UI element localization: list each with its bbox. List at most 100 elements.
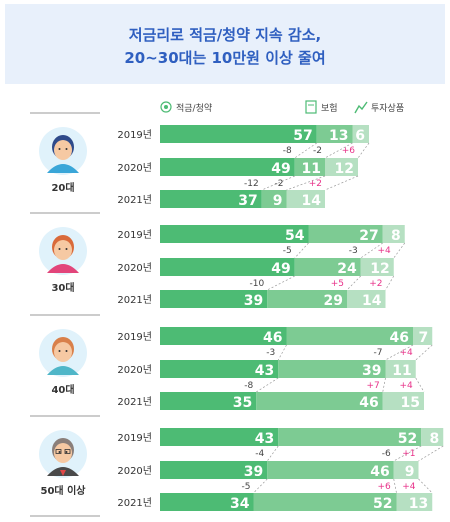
bar-row: 2021년 39 29 14: [117, 290, 386, 309]
bar-value: 24: [337, 261, 357, 277]
year-label: 2019년: [117, 432, 152, 444]
young-woman-avatar-shirt: [47, 264, 79, 273]
bar-row: 2019년 46 46 7: [117, 327, 433, 346]
change-value: +6: [377, 482, 391, 492]
bar-value: 54: [285, 228, 305, 244]
year-label: 2020년: [117, 465, 152, 477]
bar-row: 2020년 39 46 9: [117, 461, 419, 480]
bar-row: 2020년 49 24 12: [117, 258, 394, 277]
change-connector: [294, 142, 317, 159]
bar-segment: [160, 190, 262, 208]
change-connector: [382, 377, 386, 393]
legend-label: 적금/청약: [176, 102, 212, 114]
bar-segment: [278, 428, 422, 446]
change-connector: [393, 478, 397, 494]
year-label: 2021년: [117, 194, 152, 206]
young-woman-avatar-eye: [65, 248, 68, 250]
bar-value: 46: [263, 330, 282, 346]
group-name: 40대: [51, 383, 74, 396]
title-line-1: 저금리로 적금/청약 지속 감소,: [128, 26, 322, 44]
year-label: 2021년: [117, 396, 152, 408]
change-value: -6: [382, 449, 391, 459]
change-connector: [277, 344, 287, 361]
change-connector: [267, 275, 295, 291]
change-row: -5 -3 +4: [283, 242, 406, 259]
change-value: +4: [402, 482, 416, 492]
change-connector: [360, 242, 383, 259]
year-label: 2020년: [117, 262, 152, 274]
young-man-avatar-eye: [65, 148, 68, 150]
bar-segment: [385, 360, 416, 378]
bar-segment: [160, 290, 268, 308]
bar-segment: [160, 258, 295, 276]
middle-aged-woman-avatar-eye: [65, 350, 68, 352]
bar-row: 2019년 43 52 8: [117, 428, 444, 447]
change-row: -5 +6 +4: [242, 478, 433, 494]
change-value: -4: [255, 449, 264, 459]
bar-segment: [160, 327, 287, 345]
change-connector: [346, 275, 361, 291]
bar-segment: [278, 360, 386, 378]
bar-value: 27: [359, 228, 378, 244]
savings-icon: [160, 101, 172, 113]
bar-row: 2020년 49 11 12: [117, 158, 358, 177]
change-value: +4: [377, 246, 391, 256]
change-value: +4: [399, 381, 413, 391]
bar-value: 14: [302, 193, 322, 209]
bar-segment: [267, 461, 394, 479]
glasses-icon: [64, 449, 71, 454]
bar-value: 39: [362, 363, 381, 379]
change-connector: [261, 175, 295, 191]
bar-segment: [316, 125, 353, 143]
bar-segment: [325, 158, 358, 176]
young-woman-avatar-face: [54, 240, 72, 260]
age-group: 30대 2019년 54 27 8 2020년 49 24 12 2021년 39 29 14 -5 -3 +…: [30, 212, 406, 309]
bar-value: 15: [401, 395, 420, 411]
bar-value: 43: [255, 363, 274, 379]
savings-icon-dot: [164, 105, 168, 109]
change-connector: [253, 478, 268, 494]
change-value: -8: [244, 381, 253, 391]
title-line-2: 20~30대는 10만원 이상 줄여: [124, 49, 326, 67]
year-label: 2019년: [117, 129, 152, 141]
bar-segment: [308, 225, 383, 243]
change-connector: [418, 445, 444, 462]
bar-value: 7: [419, 330, 429, 346]
change-row: -4 -6 +1: [255, 445, 444, 462]
young-woman-avatar-eye: [58, 248, 61, 250]
investment-icon: [354, 101, 368, 114]
bar-row: 2020년 43 39 11: [117, 360, 416, 379]
bar-segment: [160, 461, 268, 479]
bar-segment: [286, 190, 325, 208]
bar-value: 9: [405, 464, 415, 480]
bar-value: 39: [244, 464, 263, 480]
year-label: 2019년: [117, 331, 152, 343]
bar-segment: [261, 190, 287, 208]
bar-value: 8: [391, 228, 401, 244]
year-label: 2021년: [117, 497, 152, 509]
year-label: 2021년: [117, 294, 152, 306]
bar-row: 2019년 57 13 6: [117, 125, 369, 144]
change-connector: [393, 242, 406, 259]
group-name: 30대: [51, 281, 74, 294]
bar-value: 14: [362, 293, 382, 309]
bar-value: 46: [390, 330, 409, 346]
bar-value: 11: [392, 363, 411, 379]
older-man-avatar-eye: [58, 451, 61, 453]
bar-value: 43: [255, 431, 274, 447]
bar-value: 35: [233, 395, 252, 411]
change-connector: [256, 377, 279, 393]
older-man-avatar-eye: [65, 451, 68, 453]
year-label: 2020년: [117, 364, 152, 376]
change-value: +2: [309, 179, 322, 189]
change-connector: [286, 175, 326, 191]
change-value: +7: [366, 381, 379, 391]
bar-value: 46: [359, 395, 378, 411]
insurance-icon: [305, 100, 317, 114]
change-connector: [385, 275, 395, 291]
bar-segment: [382, 392, 424, 410]
bar-value: 9: [273, 193, 283, 209]
title-box: 저금리로 적금/청약 지속 감소, 20~30대는 10만원 이상 줄여: [5, 4, 445, 84]
